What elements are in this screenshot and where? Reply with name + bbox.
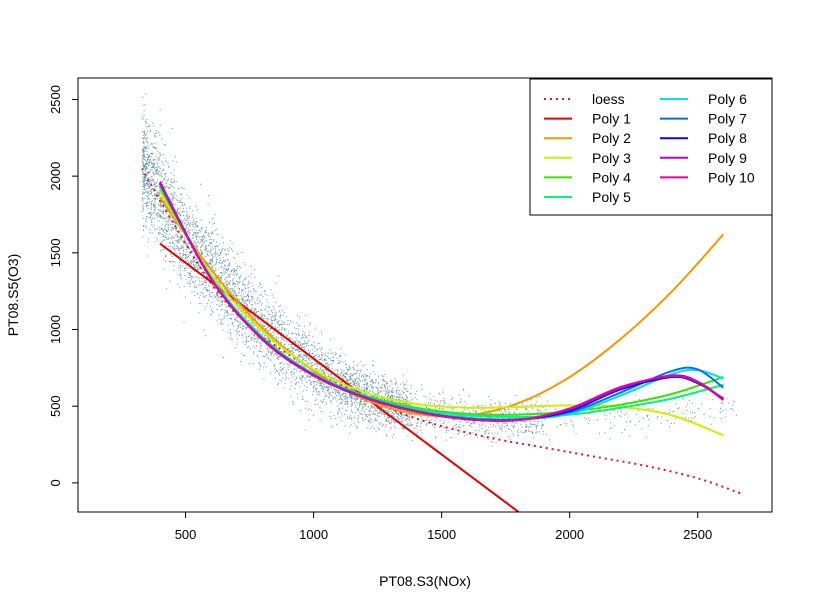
scatter-points	[142, 93, 737, 444]
series-line-poly-10	[159, 181, 724, 422]
y-tick-label: 500	[48, 395, 63, 417]
y-axis: 0 500 1000 1500 2000 2500	[48, 85, 79, 486]
y-axis-title: PT08.S5(O3)	[5, 254, 21, 336]
legend-label: Poly 3	[592, 150, 631, 166]
x-tick-label: 1000	[299, 527, 328, 542]
legend-box	[529, 78, 773, 216]
y-tick-label: 2000	[48, 162, 63, 191]
y-tick-label: 1000	[48, 315, 63, 344]
y-tick-label: 0	[48, 479, 63, 486]
legend-label: Poly 8	[708, 130, 747, 146]
fit-lines	[141, 168, 742, 512]
legend-label: Poly 4	[592, 169, 631, 185]
legend: loess Poly 1 Poly 2 Poly 3 Poly 4 Poly 5 Poly …	[529, 78, 773, 216]
x-tick-label: 2000	[555, 527, 584, 542]
legend-label: Poly 1	[592, 111, 631, 127]
legend-label: Poly 9	[708, 150, 747, 166]
y-tick-label: 2500	[48, 85, 63, 114]
legend-label: loess	[592, 91, 625, 107]
series-line-loess	[141, 168, 742, 495]
legend-label: Poly 10	[708, 169, 755, 185]
legend-label: Poly 6	[708, 91, 747, 107]
x-tick-label: 1500	[427, 527, 456, 542]
legend-label: Poly 7	[708, 111, 747, 127]
scatter-point	[142, 93, 737, 444]
x-axis: 500 1000 1500 2000 2500	[175, 511, 712, 542]
x-tick-label: 500	[175, 527, 197, 542]
series-line-poly-3	[159, 190, 724, 437]
x-axis-title: PT08.S3(NOx)	[379, 573, 471, 589]
legend-label: Poly 5	[592, 189, 631, 205]
legend-label: Poly 2	[592, 130, 631, 146]
y-tick-label: 1500	[48, 238, 63, 267]
x-tick-label: 2500	[683, 527, 712, 542]
